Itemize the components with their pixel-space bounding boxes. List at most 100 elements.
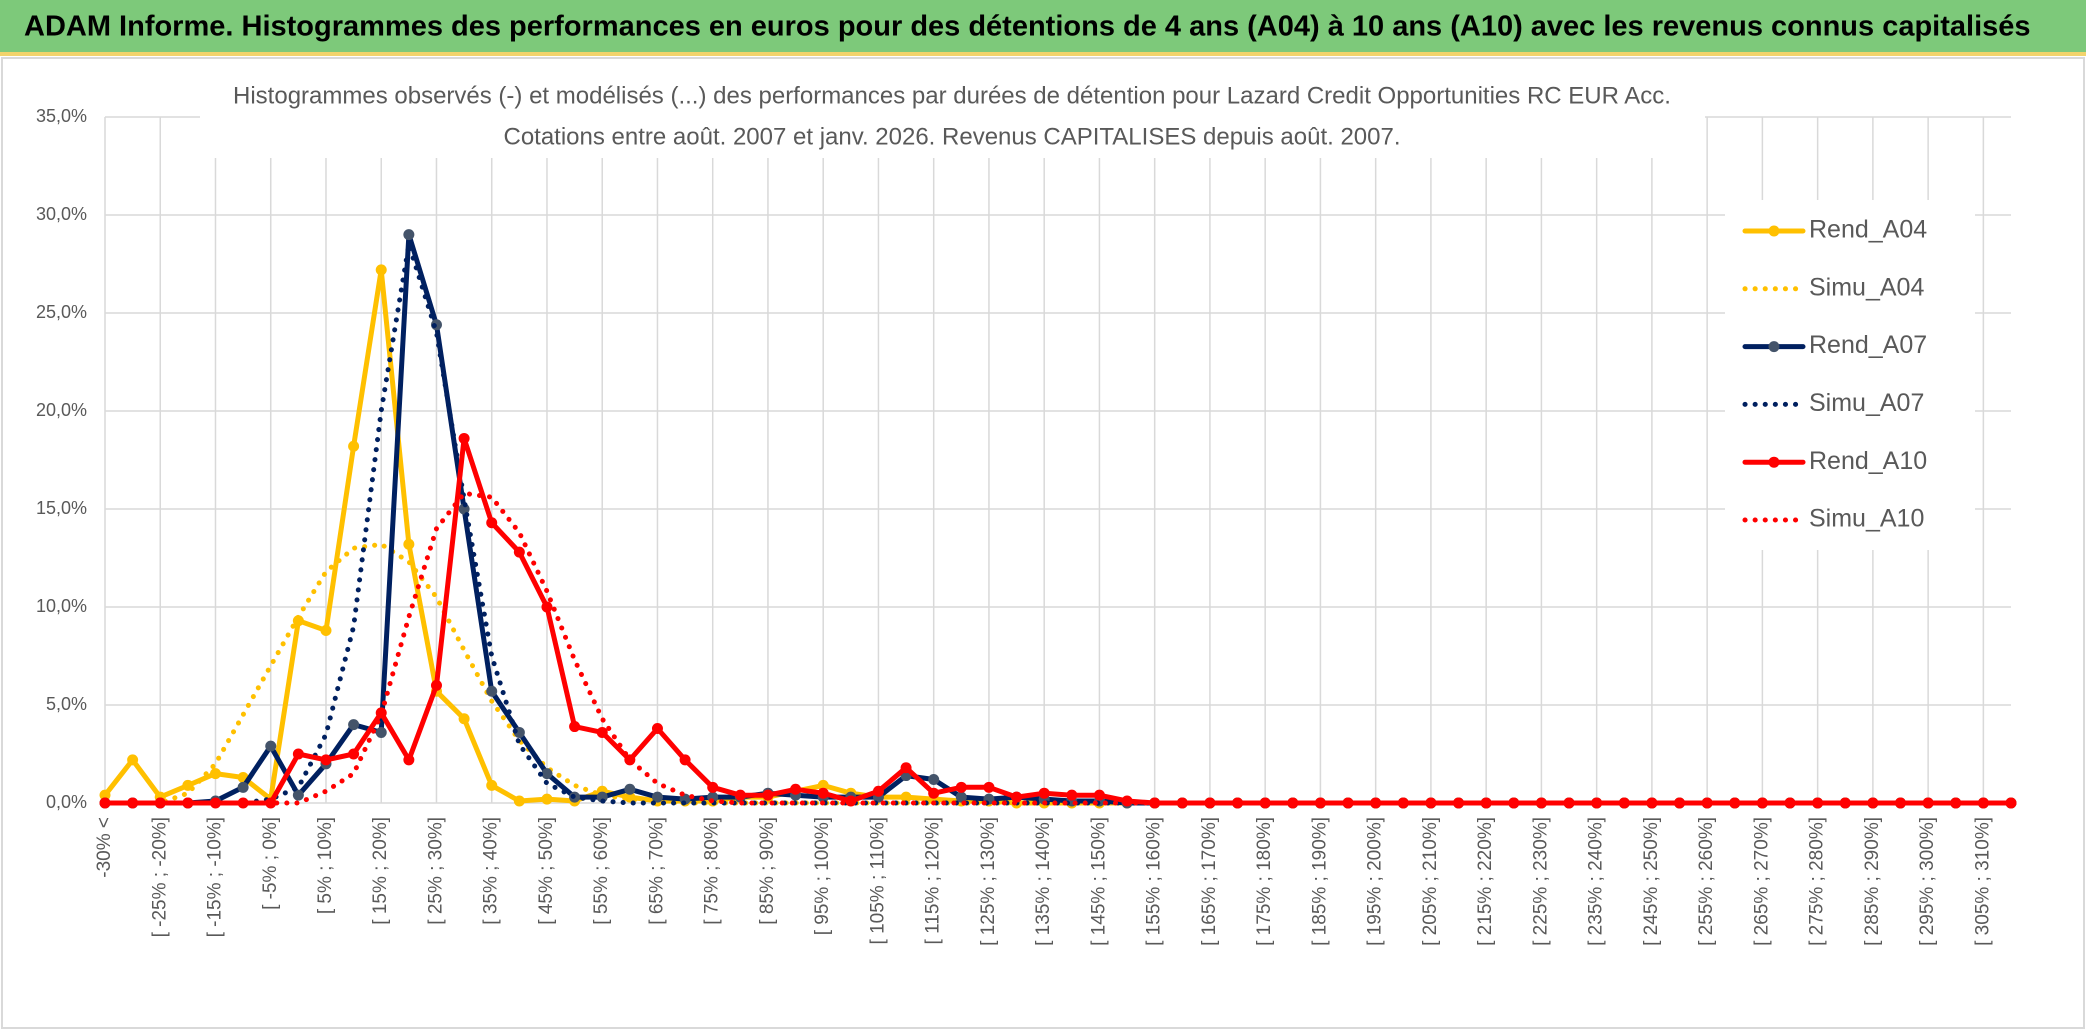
data-point [486, 517, 498, 529]
data-point [1176, 797, 1188, 809]
data-point [541, 793, 553, 805]
data-point [928, 787, 940, 799]
data-point [624, 783, 636, 795]
data-point [292, 789, 304, 801]
legend-label: Rend_A07 [1809, 331, 1927, 359]
data-point [513, 795, 525, 807]
data-point [1508, 797, 1520, 809]
grid: 0,0% 5,0% 10,0% 15,0% 20,0% 25,0% 30,0% 35,0% -3… [36, 106, 2011, 946]
data-point [1591, 797, 1603, 809]
data-point [928, 773, 940, 785]
x-tick-label: [ 155% ; 160%] [1144, 817, 1165, 946]
x-tick-label: [ -5% ; 0%] [260, 817, 281, 910]
x-tick-label: [ 205% ; 210%] [1420, 817, 1441, 946]
y-tick-label: 10,0% [36, 596, 87, 616]
legend-label: Simu_A07 [1809, 389, 1924, 417]
legend-marker [1768, 225, 1780, 237]
header-title: ADAM Informe. Histogrammes des performan… [24, 11, 2031, 43]
header-rule [0, 52, 2086, 56]
x-tick-label: [ 5% ; 10%] [315, 817, 336, 914]
x-tick-label: [ 35% ; 40%] [481, 817, 502, 925]
data-point [237, 781, 249, 793]
y-tick-label: 25,0% [36, 302, 87, 322]
x-tick-label: [ 295% ; 300%] [1917, 817, 1938, 946]
y-tick-label: 20,0% [36, 400, 87, 420]
data-point [1038, 787, 1050, 799]
plot [99, 229, 2017, 809]
data-point [1729, 797, 1741, 809]
y-tick-label: 30,0% [36, 204, 87, 224]
data-point [1093, 789, 1105, 801]
x-tick-label: [ 275% ; 280%] [1807, 817, 1828, 946]
data-point [403, 538, 415, 550]
x-tick-label: [ 175% ; 180%] [1254, 817, 1275, 946]
legend-label: Rend_A04 [1809, 216, 1927, 244]
legend-marker [1768, 456, 1780, 468]
x-tick-label: [ 85% ; 90%] [757, 817, 778, 925]
x-tick-label: [ 265% ; 270%] [1751, 817, 1772, 946]
x-tick-label: [ 65% ; 70%] [646, 817, 667, 925]
data-point [596, 726, 608, 738]
data-point [375, 264, 387, 276]
series-line [102, 490, 2014, 806]
x-tick-label: [ 215% ; 220%] [1475, 817, 1496, 946]
x-tick-label: [ 245% ; 250%] [1641, 817, 1662, 946]
x-tick-label: [ 135% ; 140%] [1033, 817, 1054, 946]
legend-box [1725, 200, 1975, 550]
header-band [0, 0, 2086, 52]
x-tick-label: -30% < [94, 817, 115, 878]
x-tick-label: [ 75% ; 80%] [702, 817, 723, 925]
data-point [486, 685, 498, 697]
data-point [209, 768, 221, 780]
data-point [1812, 797, 1824, 809]
data-point [955, 781, 967, 793]
data-point [762, 789, 774, 801]
data-point [734, 789, 746, 801]
x-tick-label: [ 15% ; 20%] [370, 817, 391, 925]
data-point [265, 797, 277, 809]
x-tick-label: [ 125% ; 130%] [978, 817, 999, 946]
legend-label: Simu_A10 [1809, 505, 1924, 533]
data-point [983, 781, 995, 793]
chart-subtitle: Cotations entre août. 2007 et janv. 2026… [503, 123, 1400, 150]
data-point [375, 726, 387, 738]
data-point [1397, 797, 1409, 809]
data-point [1204, 797, 1216, 809]
data-point [320, 625, 332, 637]
data-point [458, 713, 470, 725]
data-point [900, 762, 912, 774]
data-point [99, 789, 111, 801]
x-tick-label: [ 145% ; 150%] [1088, 817, 1109, 946]
chart-title: Histogrammes observés (-) et modélisés (… [233, 82, 1671, 109]
data-point [900, 791, 912, 803]
data-point [845, 795, 857, 807]
data-point [127, 797, 139, 809]
data-point [1066, 789, 1078, 801]
data-point [1618, 797, 1630, 809]
data-point [265, 740, 277, 752]
x-tick-label: [ 165% ; 170%] [1199, 817, 1220, 946]
x-tick-label: [ -25% ; -20%] [149, 817, 170, 937]
data-point [790, 783, 802, 795]
x-tick-label: [ 55% ; 60%] [591, 817, 612, 925]
data-point [348, 748, 360, 760]
data-point [237, 797, 249, 809]
data-point [1011, 791, 1023, 803]
data-point [541, 601, 553, 613]
data-point [955, 791, 967, 803]
data-point [513, 546, 525, 558]
x-tick-label: [ -15% ; -10%] [205, 817, 226, 937]
data-point [651, 723, 663, 735]
data-point [403, 229, 415, 241]
data-point [817, 787, 829, 799]
x-tick-label: [ 105% ; 110%] [867, 817, 888, 944]
data-point [403, 754, 415, 766]
data-point [817, 779, 829, 791]
data-point [1922, 797, 1934, 809]
legend-marker [1768, 341, 1780, 353]
data-point [292, 748, 304, 760]
data-point [541, 768, 553, 780]
chart-frame [1, 57, 2085, 1029]
data-point [127, 754, 139, 766]
